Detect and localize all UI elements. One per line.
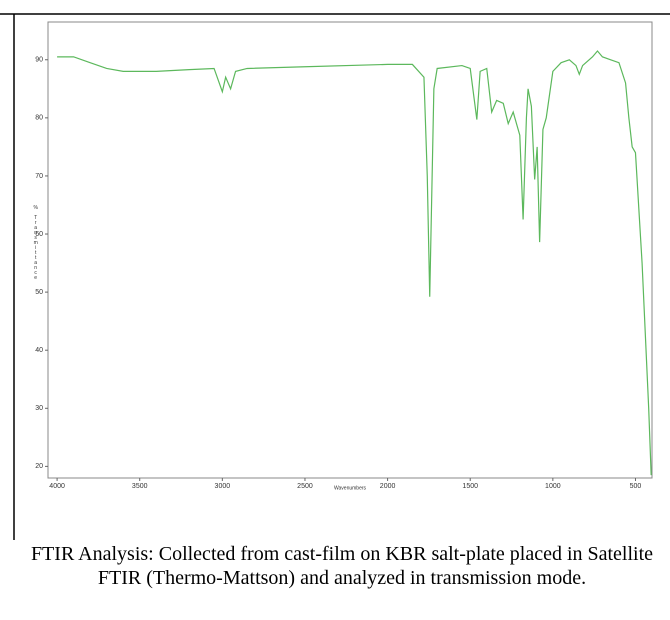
spectrum-line bbox=[57, 50, 652, 476]
y-tick-label: 40 bbox=[35, 347, 43, 354]
y-tick-label: 30 bbox=[35, 405, 43, 412]
x-tick-label: 2500 bbox=[297, 483, 313, 490]
x-tick-label: 1500 bbox=[462, 483, 478, 490]
y-tick-label: 90 bbox=[35, 57, 43, 64]
y-tick-label: 60 bbox=[35, 231, 43, 238]
x-tick-label: 3500 bbox=[132, 483, 148, 490]
y-tick-label: 80 bbox=[35, 115, 43, 122]
x-tick-label: 3000 bbox=[215, 483, 231, 490]
y-tick-label: 20 bbox=[35, 463, 43, 470]
x-tick-label: 500 bbox=[630, 483, 642, 490]
caption: FTIR Analysis: Collected from cast-film … bbox=[30, 543, 654, 589]
plot-frame bbox=[47, 21, 653, 479]
y-axis-label: % Transmittance bbox=[33, 205, 39, 280]
x-axis-label: Wavenumbers bbox=[334, 485, 367, 491]
y-tick-label: 70 bbox=[35, 173, 43, 180]
chart: Wavenumbers % Transmittance 90 80 70 60 50 40… bbox=[0, 13, 670, 540]
x-tick-label: 1000 bbox=[545, 483, 561, 490]
y-tick-label: 50 bbox=[35, 289, 43, 296]
x-tick-label: 2000 bbox=[380, 483, 396, 490]
x-tick-label: 4000 bbox=[49, 483, 65, 490]
